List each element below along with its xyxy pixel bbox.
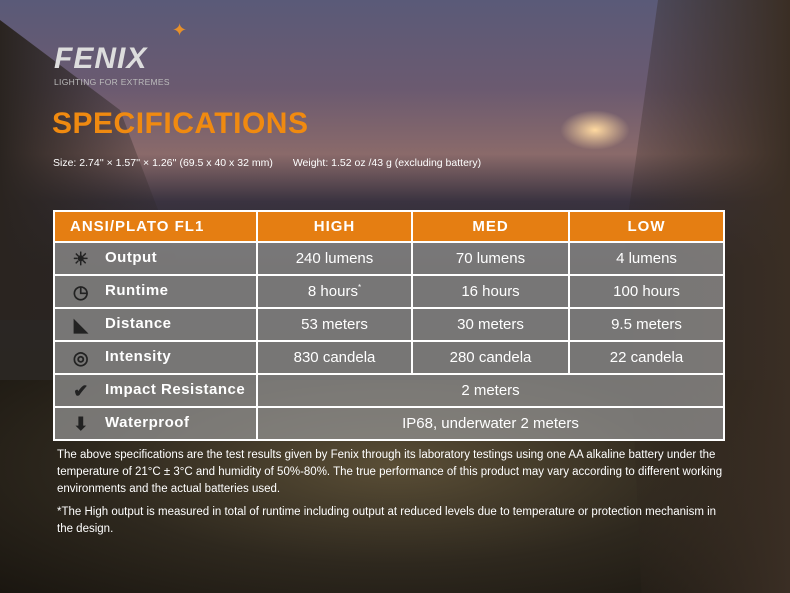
cell: 70 lumens — [411, 241, 570, 276]
tagline: LIGHTING FOR EXTREMES — [54, 77, 170, 87]
cell: 53 meters — [256, 307, 413, 342]
table-row: ☀ Output 240 lumens 70 lumens 4 lumens — [53, 241, 725, 276]
row-label: Waterproof — [105, 414, 190, 432]
cell: 16 hours — [411, 274, 570, 309]
impact-icon: ✔ — [73, 380, 89, 401]
dimensions-line: Size: 2.74'' × 1.57'' × 1.26'' (69.5 x 4… — [53, 156, 501, 170]
cell: 4 lumens — [568, 241, 725, 276]
fenix-logo: FENIX — [54, 42, 148, 75]
weight-text: Weight: 1.52 oz /43 g (excluding battery… — [292, 157, 482, 169]
waterproof-icon: ⬇ — [73, 413, 89, 434]
row-label: Output — [105, 249, 158, 267]
cell: 830 candela — [256, 340, 413, 375]
table-row: ⬇ Waterproof IP68, underwater 2 meters — [53, 406, 725, 441]
table-row: ◎ Intensity 830 candela 280 candela 22 ca… — [53, 340, 725, 375]
size-text: Size: 2.74'' × 1.57'' × 1.26'' (69.5 x 4… — [53, 157, 273, 169]
cell: 9.5 meters — [568, 307, 725, 342]
beam-distance-icon: ◣ — [73, 314, 89, 335]
table-row: ✔ Impact Resistance 2 meters — [53, 373, 725, 408]
logo-star-icon: ✦ — [172, 20, 188, 41]
footnote-mark: * — [357, 282, 362, 292]
test-conditions-note: The above specifications are the test re… — [57, 449, 723, 495]
row-label: Runtime — [105, 282, 169, 300]
table-header: ANSI/PLATO FL1 HIGH MED LOW — [53, 210, 725, 243]
table-row: ◷ Runtime 8 hours* 16 hours 100 hours — [53, 274, 725, 309]
header-med: MED — [411, 210, 570, 243]
row-label: Distance — [105, 315, 172, 333]
spec-content: ANSI/PLATO FL1 HIGH MED LOW ☀ Output 240 … — [53, 210, 725, 538]
cell: 2 meters — [256, 373, 725, 408]
cell: 100 hours — [568, 274, 725, 309]
cell-value: 8 hours — [307, 282, 358, 300]
cell: 280 candela — [411, 340, 570, 375]
row-label: Intensity — [105, 348, 172, 366]
target-icon: ◎ — [72, 347, 90, 368]
cell: 8 hours* — [256, 274, 413, 309]
row-label: Impact Resistance — [105, 381, 246, 399]
sun-burst-icon: ☀ — [72, 248, 90, 269]
table-row: ◣ Distance 53 meters 30 meters 9.5 meters — [53, 307, 725, 342]
cell: IP68, underwater 2 meters — [256, 406, 725, 441]
cell: 22 candela — [568, 340, 725, 375]
page-title: SPECIFICATIONS — [52, 107, 309, 140]
clock-icon: ◷ — [72, 281, 90, 302]
header-high: HIGH — [256, 210, 413, 243]
cell: 240 lumens — [256, 241, 413, 276]
header-low: LOW — [568, 210, 725, 243]
headlamp-glow — [560, 110, 630, 150]
header-standard: ANSI/PLATO FL1 — [53, 210, 258, 243]
spec-table: ANSI/PLATO FL1 HIGH MED LOW ☀ Output 240 … — [53, 210, 725, 441]
cell: 30 meters — [411, 307, 570, 342]
footnote: *The High output is measured in total of… — [57, 506, 717, 535]
